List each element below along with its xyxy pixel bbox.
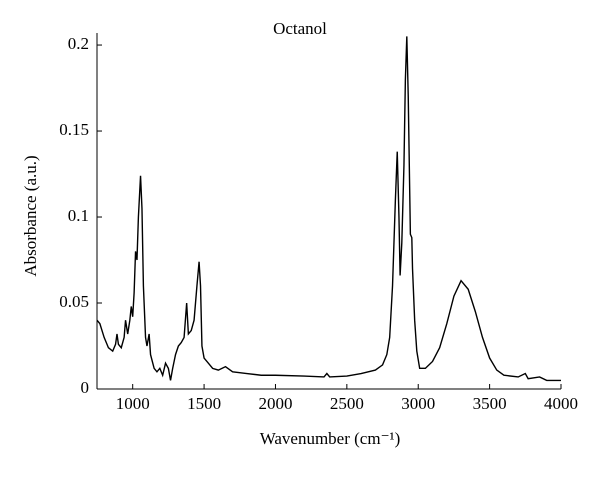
- x-axis-label: Wavenumber (cm⁻¹): [260, 429, 401, 448]
- x-tick-label: 3500: [473, 394, 507, 413]
- x-tick-label: 1000: [116, 394, 150, 413]
- y-tick-label: 0.1: [68, 206, 89, 225]
- x-tick-label: 2000: [258, 394, 292, 413]
- x-tick-label: 1500: [187, 394, 221, 413]
- y-tick-label: 0.2: [68, 34, 89, 53]
- x-tick-label: 2500: [330, 394, 364, 413]
- y-tick-label: 0.05: [59, 292, 89, 311]
- x-tick-label: 3000: [401, 394, 435, 413]
- spectrum-line: [96, 36, 561, 382]
- y-axis-label: Absorbance (a.u.): [21, 155, 40, 276]
- x-tick-label: 4000: [544, 394, 578, 413]
- y-tick-label: 0.15: [59, 120, 89, 139]
- y-tick-label: 0: [81, 378, 90, 397]
- chart-title: Octanol: [273, 19, 327, 38]
